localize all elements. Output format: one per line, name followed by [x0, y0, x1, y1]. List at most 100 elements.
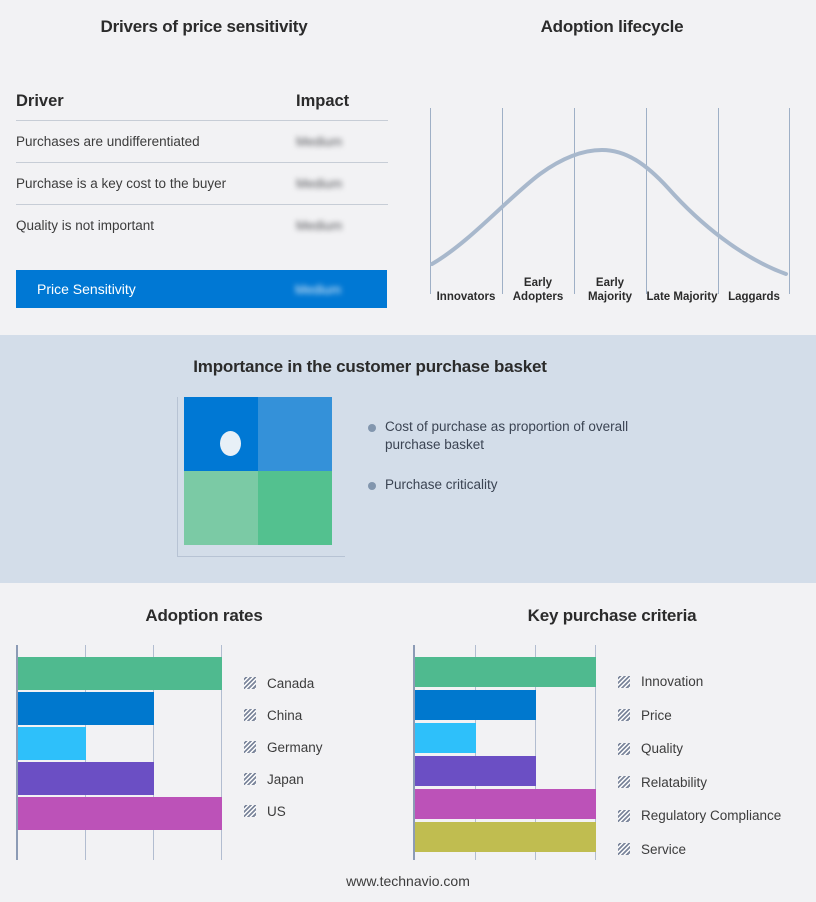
bar-us	[18, 797, 222, 830]
driver-impact-value: Medium	[296, 218, 343, 233]
adoption-rates-panel: Adoption rates Can	[0, 583, 408, 902]
bar-germany	[18, 727, 86, 760]
bullet-icon	[368, 482, 376, 490]
bar-relatability	[415, 756, 536, 786]
list-item: Cost of purchase as proportion of overal…	[368, 418, 668, 454]
drivers-table-header: Driver Impact	[16, 92, 388, 121]
legend-label-regulatory-compliance: Regulatory Compliance	[641, 808, 782, 824]
bar-price	[415, 690, 536, 720]
adoption-rates-title: Adoption rates	[145, 606, 263, 625]
quadrant-cell-top-left	[184, 397, 258, 471]
lifecycle-chart: Innovators Early Adopters Early Majority…	[430, 82, 790, 310]
driver-name: Purchases are undifferentiated	[16, 134, 200, 149]
legend-label-germany: Germany	[267, 739, 323, 755]
adoption-rates-bars	[18, 645, 222, 860]
key-purchase-criteria-chart: Innovation Price Quality Relatability Re…	[413, 645, 813, 860]
adoption-curve	[430, 147, 788, 276]
hatch-swatch-icon	[618, 709, 630, 722]
list-item: Germany	[244, 731, 323, 763]
purchase-basket-legend: Cost of purchase as proportion of overal…	[368, 418, 668, 516]
legend-label-us: US	[267, 803, 286, 819]
lifecycle-curve-svg	[430, 108, 790, 294]
drivers-table: Driver Impact Purchases are undifferenti…	[16, 92, 388, 246]
driver-name: Purchase is a key cost to the buyer	[16, 176, 227, 191]
hatch-swatch-icon	[244, 677, 256, 689]
lifecycle-stage-laggards: Laggards	[728, 290, 780, 303]
basket-legend-label: Purchase criticality	[385, 477, 498, 492]
lifecycle-stage-labels: Innovators Early Adopters Early Majority…	[430, 262, 790, 310]
hatch-swatch-icon	[618, 843, 630, 856]
adoption-rates-chart: Canada China Germany Japan US	[16, 645, 392, 860]
legend-label-innovation: Innovation	[641, 674, 704, 690]
key-purchase-criteria-bars	[415, 645, 596, 860]
legend-label-japan: Japan	[267, 771, 304, 787]
adoption-rates-plot	[16, 645, 222, 860]
list-item: US	[244, 795, 323, 827]
driver-impact-value: Medium	[296, 134, 343, 149]
hatch-swatch-icon	[618, 742, 630, 755]
bar-china	[18, 692, 154, 725]
lifecycle-stage-late-majority: Late Majority	[646, 290, 718, 303]
hatch-swatch-icon	[618, 776, 630, 789]
table-row: Quality is not important Medium	[16, 205, 388, 246]
basket-panel-title: Importance in the customer purchase bask…	[193, 357, 547, 376]
legend-label-china: China	[267, 707, 303, 723]
key-purchase-criteria-panel: Key purchase criteria	[408, 583, 816, 902]
bar-quality	[415, 723, 476, 753]
legend-label-service: Service	[641, 841, 687, 857]
quadrant-cell-bottom-right	[258, 471, 332, 545]
bar-canada	[18, 657, 222, 690]
purchase-basket-quadrant-chart	[177, 397, 345, 557]
lifecycle-stage-innovators: Innovators	[436, 290, 496, 303]
list-item: Quality	[618, 732, 781, 766]
bar-innovation	[415, 657, 596, 687]
key-purchase-criteria-plot	[413, 645, 596, 860]
hatch-swatch-icon	[618, 809, 630, 822]
lifecycle-panel-title: Adoption lifecycle	[540, 17, 684, 36]
key-purchase-criteria-title: Key purchase criteria	[527, 606, 697, 625]
table-row: Purchases are undifferentiated Medium	[16, 121, 388, 163]
drivers-of-price-sensitivity-panel: Drivers of price sensitivity Driver Impa…	[0, 0, 408, 335]
price-sensitivity-impact-value: Medium	[295, 281, 342, 297]
bullet-icon	[368, 424, 376, 432]
footer-url: www.technavio.com	[346, 873, 470, 889]
list-item: Relatability	[618, 766, 781, 800]
legend-label-relatability: Relatability	[641, 774, 708, 790]
bar-regulatory-compliance	[415, 789, 596, 819]
list-item: Service	[618, 833, 781, 867]
list-item: Purchase criticality	[368, 476, 668, 494]
list-item: China	[244, 699, 323, 731]
driver-name: Quality is not important	[16, 218, 155, 233]
lifecycle-stage-early-adopters: Early Adopters	[512, 277, 564, 303]
driver-impact-value: Medium	[296, 176, 343, 191]
list-item: Innovation	[618, 665, 781, 699]
middle-band	[0, 335, 816, 583]
bar-service	[415, 822, 596, 852]
hatch-swatch-icon	[244, 709, 256, 721]
quadrant-cell-top-right	[258, 397, 332, 471]
column-header-driver: Driver	[16, 92, 64, 110]
list-item: Canada	[244, 667, 323, 699]
drivers-panel-title: Drivers of price sensitivity	[100, 17, 308, 36]
bottom-band	[0, 583, 816, 902]
quadrant-cell-bottom-left	[184, 471, 258, 545]
table-row: Purchase is a key cost to the buyer Medi…	[16, 163, 388, 205]
purchase-basket-panel: Importance in the customer purchase bask…	[0, 335, 816, 583]
hatch-swatch-icon	[244, 773, 256, 785]
quadrant-grid	[184, 397, 332, 545]
column-header-impact: Impact	[296, 92, 350, 110]
quadrant-position-marker	[220, 431, 241, 456]
price-sensitivity-label: Price Sensitivity	[37, 281, 136, 297]
price-sensitivity-summary-row: Price Sensitivity Medium	[16, 270, 387, 308]
lifecycle-stage-early-majority: Early Majority	[587, 277, 633, 303]
hatch-swatch-icon	[244, 805, 256, 817]
hatch-swatch-icon	[618, 675, 630, 688]
adoption-lifecycle-panel: Adoption lifecycle Innovators Early Adop…	[408, 0, 816, 335]
list-item: Price	[618, 699, 781, 733]
bar-japan	[18, 762, 154, 795]
list-item: Regulatory Compliance	[618, 799, 781, 833]
adoption-rates-legend: Canada China Germany Japan US	[244, 667, 323, 827]
legend-label-canada: Canada	[267, 675, 315, 691]
legend-label-price: Price	[641, 707, 672, 723]
